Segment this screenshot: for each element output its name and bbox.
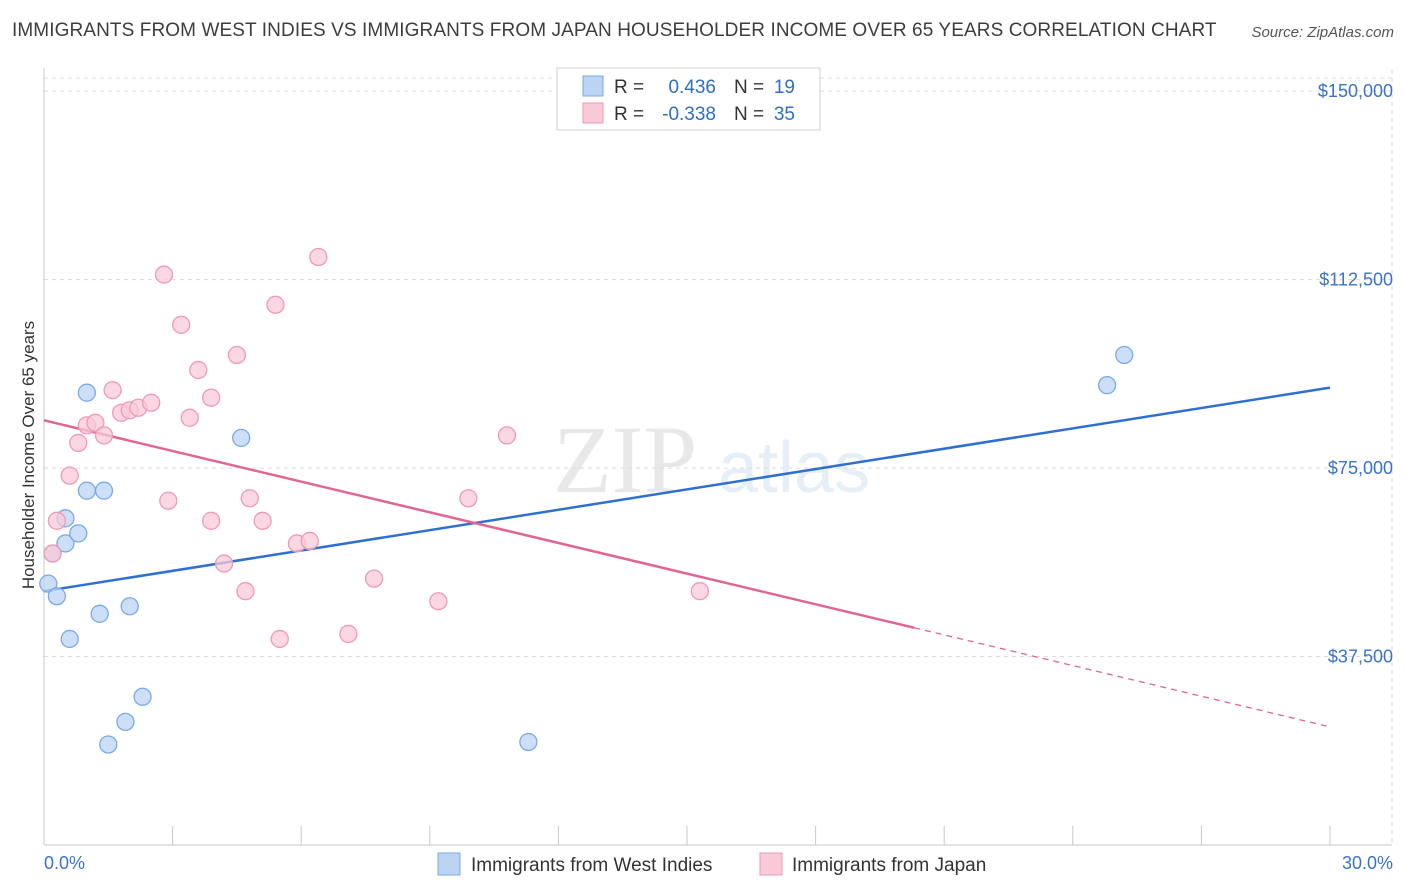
legend-n-label-2: N = <box>734 104 764 125</box>
legend-r-value-1: 0.436 <box>668 77 716 98</box>
point-s1-15 <box>180 408 199 427</box>
point-s1-13 <box>159 491 178 510</box>
y-tick-label-2: $112,500 <box>1319 270 1393 290</box>
trend-line-0 <box>43 386 1331 593</box>
point-s0-3 <box>56 534 75 553</box>
series-legend: Immigrants from West Indies Immigrants f… <box>437 852 986 876</box>
point-s1-17 <box>202 388 221 407</box>
point-s1-31 <box>429 592 448 611</box>
point-s1-22 <box>240 489 259 508</box>
trend-line-dashed-1 <box>914 627 1331 728</box>
point-s0-13 <box>120 597 139 616</box>
point-s0-18 <box>1115 345 1134 365</box>
point-s0-12 <box>116 712 135 732</box>
legend-n-label-1: N = <box>734 77 764 98</box>
x-tick-label-1: 30.0% <box>1342 853 1393 873</box>
x-tick-label-0: 0.0% <box>44 853 85 873</box>
y-tick-labels: $37,500 $75,000 $112,500 $150,000 <box>1318 81 1393 666</box>
legend-r-label-1: R = <box>614 77 644 98</box>
point-s1-32 <box>459 489 478 508</box>
point-s0-8 <box>77 481 97 500</box>
point-s1-21 <box>236 582 255 601</box>
point-s0-0 <box>39 574 58 593</box>
watermark-zip: ZIP <box>553 406 697 513</box>
point-s0-14 <box>133 687 152 706</box>
point-s1-25 <box>270 629 289 649</box>
legend-swatch-japan <box>582 102 604 124</box>
y-tick-label-3: $150,000 <box>1318 81 1393 101</box>
point-s0-10 <box>90 604 109 623</box>
point-s1-28 <box>309 247 328 267</box>
legend-r-label-2: R = <box>614 104 644 125</box>
source-label: Source: ZipAtlas.com <box>1251 24 1394 41</box>
point-s0-15 <box>232 428 251 448</box>
y-axis-label: Householder Income Over 65 years <box>19 321 38 589</box>
point-s1-24 <box>266 295 285 314</box>
point-s1-12 <box>154 265 174 284</box>
point-s0-6 <box>69 524 88 543</box>
point-s0-11 <box>99 735 118 754</box>
trend-lines <box>43 386 1331 728</box>
point-s1-29 <box>339 624 358 644</box>
x-tick-labels: 0.0% 30.0% <box>44 853 1393 873</box>
point-s1-6 <box>94 426 114 445</box>
point-s1-18 <box>202 511 221 530</box>
point-s1-1 <box>47 511 67 530</box>
point-s1-3 <box>69 433 88 453</box>
y-tick-label-1: $75,000 <box>1328 458 1393 478</box>
series-legend-swatch-west-indies <box>437 852 461 876</box>
scatter-points <box>39 247 1134 754</box>
point-s1-19 <box>214 554 234 573</box>
point-s0-5 <box>60 629 79 649</box>
trend-line-1 <box>43 419 915 629</box>
point-s1-0 <box>43 544 62 563</box>
correlation-legend: R = 0.436 N = 19 R = -0.338 N = 35 <box>556 67 821 131</box>
point-s1-23 <box>253 511 272 530</box>
point-s1-20 <box>227 345 247 365</box>
legend-swatch-west-indies <box>582 75 604 97</box>
point-s1-5 <box>86 413 105 432</box>
legend-n-value-2: 35 <box>774 104 795 125</box>
legend-r-value-2: -0.338 <box>662 104 716 125</box>
point-s1-34 <box>690 582 710 601</box>
series-legend-label-west-indies: Immigrants from West Indies <box>471 855 712 876</box>
point-s1-2 <box>60 466 79 485</box>
series-legend-swatch-japan <box>759 852 783 876</box>
point-s0-7 <box>77 383 97 402</box>
point-s1-16 <box>189 360 208 380</box>
point-s1-11 <box>142 393 161 412</box>
point-s1-30 <box>364 569 384 588</box>
chart-title: IMMIGRANTS FROM WEST INDIES VS IMMIGRANT… <box>12 20 1217 41</box>
point-s1-14 <box>172 315 191 334</box>
y-tick-label-0: $37,500 <box>1328 647 1393 667</box>
point-s0-2 <box>47 587 67 606</box>
point-s0-17 <box>1097 375 1117 395</box>
point-s1-27 <box>300 531 319 551</box>
series-legend-label-japan: Immigrants from Japan <box>792 855 986 876</box>
point-s1-33 <box>497 426 517 445</box>
point-s1-7 <box>103 381 122 400</box>
legend-n-value-1: 19 <box>774 77 795 98</box>
watermark: ZIP atlas <box>553 406 870 513</box>
axes <box>43 68 1392 846</box>
point-s0-9 <box>94 481 114 500</box>
point-s0-16 <box>519 732 538 752</box>
